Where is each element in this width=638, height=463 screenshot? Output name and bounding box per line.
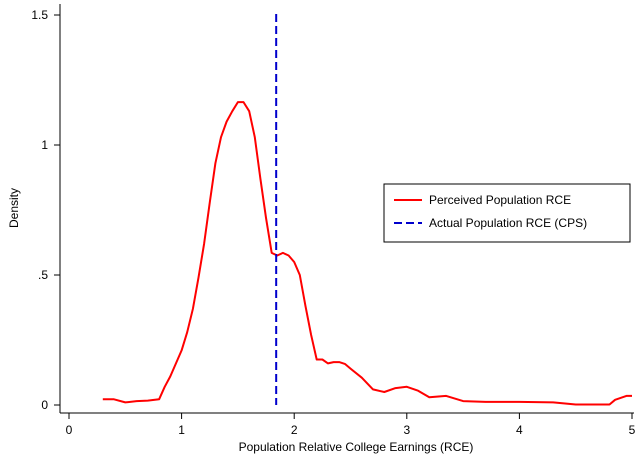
legend-label: Actual Population RCE (CPS) (429, 216, 587, 230)
y-tick-label: 1 (41, 138, 48, 152)
x-tick-label: 1 (178, 423, 185, 437)
y-tick-label: 1.5 (31, 8, 48, 22)
x-tick-label: 3 (403, 423, 410, 437)
legend-label: Perceived Population RCE (429, 193, 571, 207)
y-axis-title: Density (7, 188, 21, 228)
y-tick-label: .5 (38, 268, 48, 282)
axes: 0 .5 1 1.5 0 1 2 3 4 5 (31, 4, 636, 437)
x-tick-label: 4 (516, 423, 523, 437)
x-tick-label: 2 (291, 423, 298, 437)
y-tick-label: 0 (41, 398, 48, 412)
legend: Perceived Population RCE Actual Populatio… (383, 183, 631, 243)
x-axis-title: Population Relative College Earnings (RC… (239, 440, 474, 454)
x-tick-label: 5 (629, 423, 636, 437)
plot-area (102, 14, 632, 406)
legend-box (383, 183, 631, 243)
series-line-perceived-rce (102, 101, 632, 406)
x-tick-label: 0 (66, 423, 73, 437)
